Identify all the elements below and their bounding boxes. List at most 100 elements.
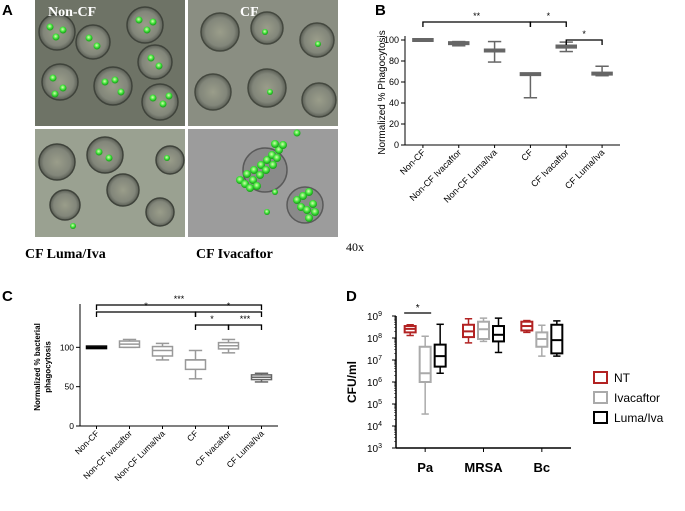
significance-label: *** bbox=[240, 314, 251, 324]
legend-swatch bbox=[593, 371, 608, 384]
y-tick-label: 106 bbox=[367, 377, 382, 389]
y-tick-label: 104 bbox=[367, 421, 382, 433]
box-body bbox=[418, 345, 432, 383]
y-tick-exponent: 7 bbox=[378, 355, 382, 362]
box-non-cf-ivacaftor bbox=[448, 40, 470, 47]
y-tick-exponent: 6 bbox=[378, 377, 382, 384]
y-tick-label: 50 bbox=[65, 382, 75, 392]
legend: NT Ivacaftor Luma/Iva bbox=[593, 371, 664, 425]
x-tick-label: CF bbox=[519, 147, 535, 163]
box-cf bbox=[519, 72, 542, 99]
box-mrsa-nt bbox=[462, 317, 475, 344]
chart-d: 103 104 105 106 107 108 109 CFU/ml Pa MRSA Bc * NT Iv… bbox=[345, 303, 664, 475]
significance-label: * bbox=[547, 11, 551, 21]
bracket-line bbox=[194, 311, 263, 317]
significance-bracket: * bbox=[194, 301, 263, 317]
box-bc-luma-iva bbox=[550, 320, 564, 357]
label-cf-luma-iva: CF Luma/Iva bbox=[25, 247, 106, 262]
y-tick-label: 100 bbox=[60, 342, 74, 352]
legend-swatch bbox=[593, 391, 608, 404]
x-tick-label: Pa bbox=[417, 460, 434, 475]
box-non-cf bbox=[85, 345, 108, 350]
bracket-line bbox=[565, 39, 603, 45]
cf-luma-iva-beads bbox=[70, 148, 170, 229]
significance-bracket: * bbox=[194, 314, 230, 330]
y-tick-label: 108 bbox=[367, 333, 382, 345]
y-tick-exponent: 4 bbox=[378, 421, 382, 428]
y-tick-label: 0 bbox=[394, 140, 399, 150]
bracket-line bbox=[95, 304, 263, 310]
y-tick-exponent: 3 bbox=[378, 443, 382, 450]
box-non-cf-luma-iva bbox=[483, 40, 506, 63]
cf-ivacaftor-beads bbox=[236, 129, 319, 222]
panel-d-letter: D bbox=[346, 288, 357, 305]
y-tick-exponent: 8 bbox=[378, 333, 382, 340]
box-pa-luma-iva bbox=[433, 323, 447, 374]
significance-bracket: * bbox=[404, 303, 432, 314]
significance-label: * bbox=[582, 29, 586, 39]
significance-label: * bbox=[210, 314, 214, 324]
box-non-cf-ivacaftor bbox=[118, 338, 141, 349]
significance-bracket: *** bbox=[227, 314, 263, 330]
non-cf-cells bbox=[38, 6, 179, 121]
bracket-line bbox=[529, 21, 567, 27]
y-axis-label: Normalized % bacterial bbox=[33, 323, 42, 411]
cf-cells bbox=[194, 11, 337, 118]
y-tick-exponent: 5 bbox=[378, 399, 382, 406]
panel-a-micrographs bbox=[35, 0, 338, 237]
legend-swatch bbox=[593, 411, 608, 424]
legend-label: Ivacaftor bbox=[614, 391, 660, 405]
box-body bbox=[151, 345, 174, 357]
x-tick-label: Non-CF bbox=[73, 428, 101, 456]
magnification-label: 40x bbox=[346, 240, 364, 254]
box-pa-ivacaftor bbox=[418, 335, 432, 415]
label-cf: CF bbox=[240, 5, 259, 20]
box-body bbox=[550, 323, 564, 355]
x-tick-label: CF bbox=[185, 428, 200, 443]
y-axis-label: phagocytosis bbox=[44, 341, 53, 393]
significance-bracket: ** bbox=[422, 11, 532, 27]
box-body bbox=[477, 320, 490, 341]
box-body bbox=[492, 325, 505, 343]
box-body bbox=[184, 359, 207, 371]
y-tick-label: 100 bbox=[384, 35, 399, 45]
y-tick-label: 0 bbox=[69, 421, 74, 431]
significance-label: *** bbox=[174, 294, 185, 304]
significance-label: * bbox=[416, 303, 420, 314]
chart-c: 0 50 100 Normalized % bacterial phagocytosis… bbox=[33, 294, 278, 483]
y-axis-label: CFU/ml bbox=[345, 361, 359, 403]
significance-bracket: * bbox=[529, 11, 567, 27]
bracket-line bbox=[227, 324, 263, 330]
y-axis-label: Normalized % Phagocytosis bbox=[377, 30, 388, 155]
y-tick-label: 60 bbox=[389, 77, 399, 87]
legend-label: NT bbox=[614, 371, 631, 385]
bracket-line bbox=[95, 311, 197, 317]
significance-label: * bbox=[227, 301, 231, 311]
significance-label: * bbox=[144, 301, 148, 311]
label-non-cf: Non-CF bbox=[48, 5, 97, 20]
x-tick-label: Non-CF bbox=[398, 147, 428, 177]
label-cf-ivacaftor: CF Ivacaftor bbox=[196, 247, 273, 262]
y-tick-label: 105 bbox=[367, 399, 382, 411]
y-tick-label: 80 bbox=[389, 56, 399, 66]
box-mrsa-ivacaftor bbox=[477, 317, 490, 343]
significance-bracket: *** bbox=[95, 294, 263, 310]
panel-b-letter: B bbox=[375, 2, 386, 19]
y-tick-exponent: 9 bbox=[378, 311, 382, 318]
y-tick-label: 107 bbox=[367, 355, 382, 367]
box-non-cf bbox=[412, 38, 434, 42]
box-mrsa-luma-iva bbox=[492, 317, 505, 354]
bracket-line bbox=[422, 21, 532, 27]
box-bc-ivacaftor bbox=[535, 324, 549, 357]
bracket-line bbox=[194, 324, 230, 330]
panel-c-letter: C bbox=[2, 288, 13, 305]
cf-beads bbox=[262, 29, 321, 95]
x-tick-label: Bc bbox=[534, 460, 551, 475]
box-cf bbox=[184, 349, 207, 380]
cf-luma-iva-cells bbox=[38, 136, 185, 227]
box-pa-nt bbox=[403, 324, 417, 337]
significance-label: ** bbox=[473, 11, 481, 21]
y-tick-label: 103 bbox=[367, 443, 382, 455]
y-tick-label: 20 bbox=[389, 119, 399, 129]
